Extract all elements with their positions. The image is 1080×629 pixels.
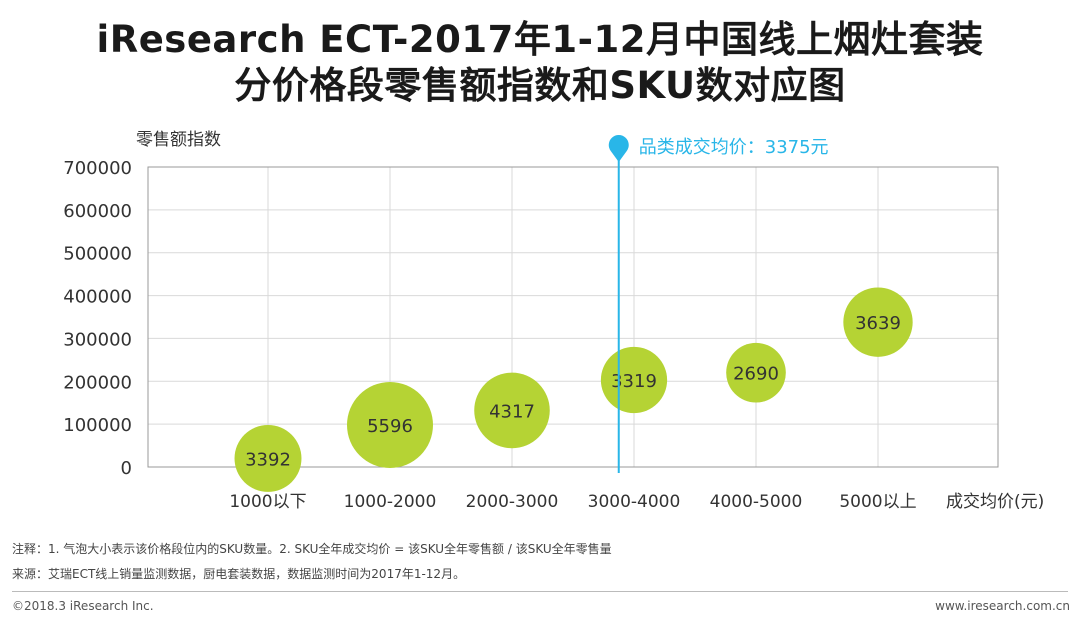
- x-tick-label: 1000-2000: [344, 492, 437, 512]
- y-tick-label: 200000: [63, 372, 132, 393]
- y-tick-label: 600000: [63, 201, 132, 222]
- x-tick-label: 1000以下: [229, 492, 306, 512]
- bubble: [600, 346, 668, 414]
- y-tick-label: 700000: [63, 158, 132, 179]
- footer-divider: [12, 591, 1068, 592]
- x-tick-label: 3000-4000: [588, 492, 681, 512]
- bubble-label: 2690: [733, 364, 779, 385]
- data-source-note: 来源：艾瑞ECT线上销量监测数据，厨电套装数据，数据监测时间为2017年1-12…: [12, 567, 466, 581]
- y-tick-label: 100000: [63, 415, 132, 436]
- x-tick-label: 2000-3000: [466, 492, 559, 512]
- average-price-label: 品类成交均价：3375元: [639, 137, 829, 158]
- chart-title-line-2: 分价格段零售额指数和SKU数对应图: [234, 64, 846, 107]
- bubble-label: 4317: [489, 401, 535, 422]
- bubble-chart: 零售额指数 成交均价(元) 0 100000 200000 300000 400000 5…: [63, 130, 1044, 512]
- x-tick-label: 4000-5000: [710, 492, 803, 512]
- x-axis-title: 成交均价(元): [946, 492, 1044, 512]
- map-pin-icon: [608, 135, 629, 162]
- bubble-label: 3639: [855, 313, 901, 334]
- y-tick-label: 400000: [63, 287, 132, 308]
- bubble: [234, 424, 302, 492]
- y-tick-label: 0: [121, 458, 132, 479]
- chart-note: 注释：1. 气泡大小表示该价格段位内的SKU数量。2. SKU全年成交均价 = …: [12, 542, 612, 556]
- plot-area-frame: [147, 166, 999, 468]
- bubble-label: 3392: [245, 449, 291, 470]
- bubble-label: 3319: [611, 371, 657, 392]
- bubble: [347, 382, 433, 468]
- y-tick-label: 500000: [63, 244, 132, 265]
- x-tick-label: 5000以上: [839, 492, 916, 512]
- bubble: [726, 342, 786, 403]
- y-tick-label: 300000: [63, 329, 132, 350]
- bubble-label: 5596: [367, 416, 413, 437]
- bubble: [474, 372, 550, 449]
- website-text: www.iresearch.com.cn: [935, 599, 1070, 613]
- copyright-text: ©2018.3 iResearch Inc.: [12, 599, 154, 613]
- bubble: [843, 287, 913, 357]
- y-axis-title: 零售额指数: [136, 130, 221, 150]
- chart-title-line-1: iResearch ECT-2017年1-12月中国线上烟灶套装: [96, 18, 984, 61]
